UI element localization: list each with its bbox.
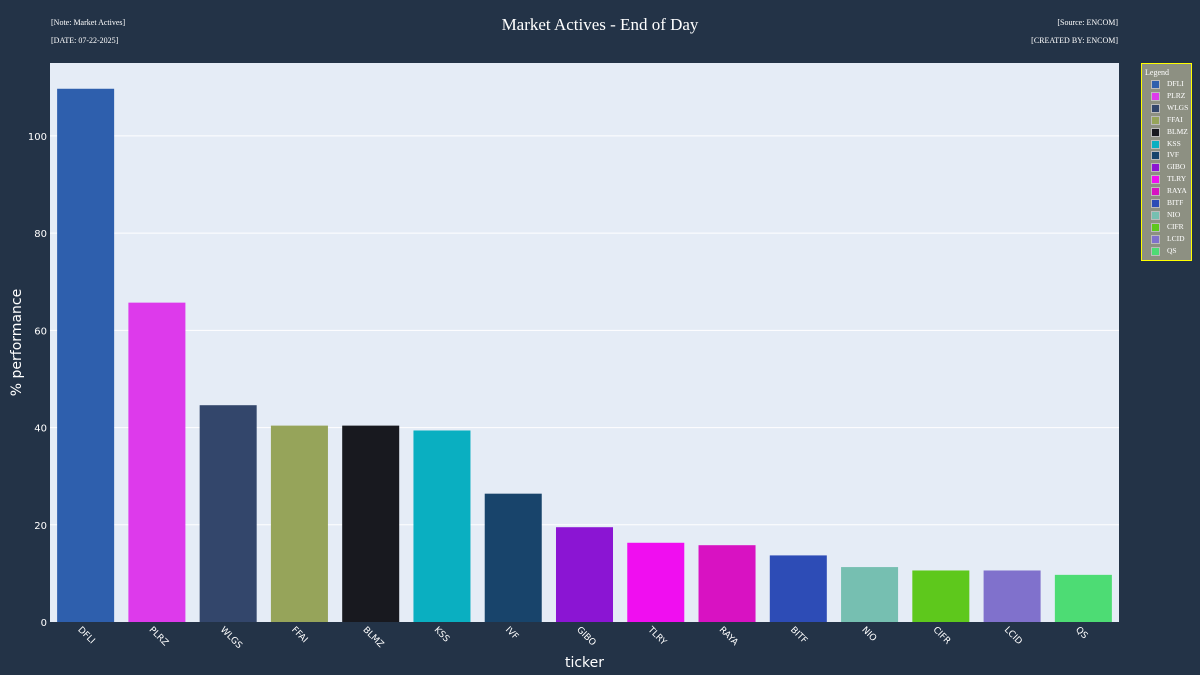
bar-dfli xyxy=(57,88,115,622)
legend-label: KSS xyxy=(1167,138,1181,148)
y-tick-label: 40 xyxy=(34,424,47,435)
legend-swatch xyxy=(1151,210,1160,220)
legend-swatch xyxy=(1151,80,1160,89)
legend-label: PLRZ xyxy=(1167,90,1186,100)
legend-item-plrz[interactable]: PLRZ xyxy=(1142,91,1191,102)
legend-swatch xyxy=(1151,246,1160,256)
x-tick-label: LCID xyxy=(1002,625,1024,647)
bar-plrz xyxy=(128,302,186,622)
legend-swatch xyxy=(1151,115,1160,125)
x-tick-label: DFLI xyxy=(75,625,96,646)
y-tick-label: 0 xyxy=(41,618,47,629)
bar-ffai xyxy=(270,425,328,622)
x-tick-label: KSS xyxy=(432,625,452,645)
legend-item-blmz[interactable]: BLMZ xyxy=(1142,127,1191,138)
legend-label: FFAI xyxy=(1167,114,1183,124)
bar-gibo xyxy=(555,527,614,622)
bar-kss xyxy=(413,430,471,622)
legend-label: NIO xyxy=(1167,209,1181,219)
legend-swatch xyxy=(1151,91,1160,101)
bar-qs xyxy=(1054,574,1112,622)
legend-item-kss[interactable]: KSS xyxy=(1142,139,1191,150)
bar-tlry xyxy=(627,542,685,622)
legend-item-cifr[interactable]: CIFR xyxy=(1142,222,1191,233)
note-date: [DATE: 07-22-2025] xyxy=(51,36,119,45)
y-axis-label: % performance xyxy=(9,289,25,396)
bar-nio xyxy=(841,567,899,622)
y-tick-label: 100 xyxy=(28,132,47,143)
x-tick-label: GIBO xyxy=(574,625,597,648)
x-tick-label: NIO xyxy=(859,625,878,644)
x-tick-label: PLRZ xyxy=(147,625,170,648)
note-source: [Source: ENCOM] xyxy=(1057,18,1118,27)
bar-bitf xyxy=(769,555,827,622)
legend-label: BLMZ xyxy=(1167,126,1188,136)
legend-item-nio[interactable]: NIO xyxy=(1142,210,1191,221)
bar-cifr xyxy=(912,570,970,622)
legend-item-qs[interactable]: QS xyxy=(1142,246,1191,257)
x-tick-label: TLRY xyxy=(645,624,668,647)
bar-raya xyxy=(698,545,756,622)
legend-swatch xyxy=(1151,199,1160,208)
legend-label: IVF xyxy=(1167,150,1180,160)
y-tick-label: 20 xyxy=(34,521,47,532)
note-created-by: [CREATED BY: ENCOM] xyxy=(1031,36,1118,45)
legend-swatch xyxy=(1151,222,1160,232)
bar-ivf xyxy=(484,493,542,622)
chart-title: Market Actives - End of Day xyxy=(501,15,699,34)
legend-item-ffai[interactable]: FFAI xyxy=(1142,115,1191,126)
legend-label: CIFR xyxy=(1167,221,1184,231)
legend-swatch xyxy=(1151,139,1160,149)
legend-swatch xyxy=(1151,103,1160,113)
legend-item-dfli[interactable]: DFLI xyxy=(1142,79,1191,90)
legend-item-lcid[interactable]: LCID xyxy=(1142,234,1191,245)
x-tick-label: IVF xyxy=(503,625,520,642)
legend-label: TLRY xyxy=(1167,174,1187,184)
note-market-actives: [Note: Market Actives] xyxy=(51,18,126,27)
bar-lcid xyxy=(983,570,1041,622)
legend-label: WLGS xyxy=(1167,102,1189,112)
legend-item-tlry[interactable]: TLRY xyxy=(1142,174,1191,185)
legend-swatch xyxy=(1151,151,1160,161)
x-tick-label: FFAI xyxy=(289,625,309,645)
x-tick-label: CIFR xyxy=(931,625,952,646)
legend-item-gibo[interactable]: GIBO xyxy=(1142,162,1191,173)
legend-title: Legend xyxy=(1145,68,1169,77)
x-tick-label: WLGS xyxy=(218,625,244,651)
legend-label: QS xyxy=(1167,245,1177,255)
legend[interactable]: Legend DFLI PLRZ WLGS FFAI BLMZ KSS IVF GIBO TLR… xyxy=(1141,63,1192,261)
bar-wlgs xyxy=(199,405,257,622)
legend-label: GIBO xyxy=(1167,162,1186,172)
legend-swatch xyxy=(1151,175,1160,185)
legend-swatch xyxy=(1151,163,1160,173)
legend-item-ivf[interactable]: IVF xyxy=(1142,150,1191,161)
y-tick-label: 80 xyxy=(34,229,47,240)
legend-label: RAYA xyxy=(1167,186,1187,196)
legend-item-bitf[interactable]: BITF xyxy=(1142,198,1191,209)
legend-label: DFLI xyxy=(1167,79,1184,88)
legend-swatch xyxy=(1151,187,1160,197)
x-tick-label: BLMZ xyxy=(360,625,385,650)
legend-swatch xyxy=(1151,234,1160,244)
legend-label: BITF xyxy=(1167,198,1184,207)
x-tick-label: QS xyxy=(1073,625,1089,641)
legend-item-raya[interactable]: RAYA xyxy=(1142,186,1191,197)
legend-label: LCID xyxy=(1167,233,1185,243)
y-tick-label: 60 xyxy=(34,326,47,337)
legend-item-wlgs[interactable]: WLGS xyxy=(1142,103,1191,114)
x-tick-label: RAYA xyxy=(717,625,740,648)
bar-blmz xyxy=(342,425,400,622)
x-axis-label: ticker xyxy=(565,655,604,671)
legend-swatch xyxy=(1151,127,1160,137)
x-tick-label: BITF xyxy=(788,625,809,646)
